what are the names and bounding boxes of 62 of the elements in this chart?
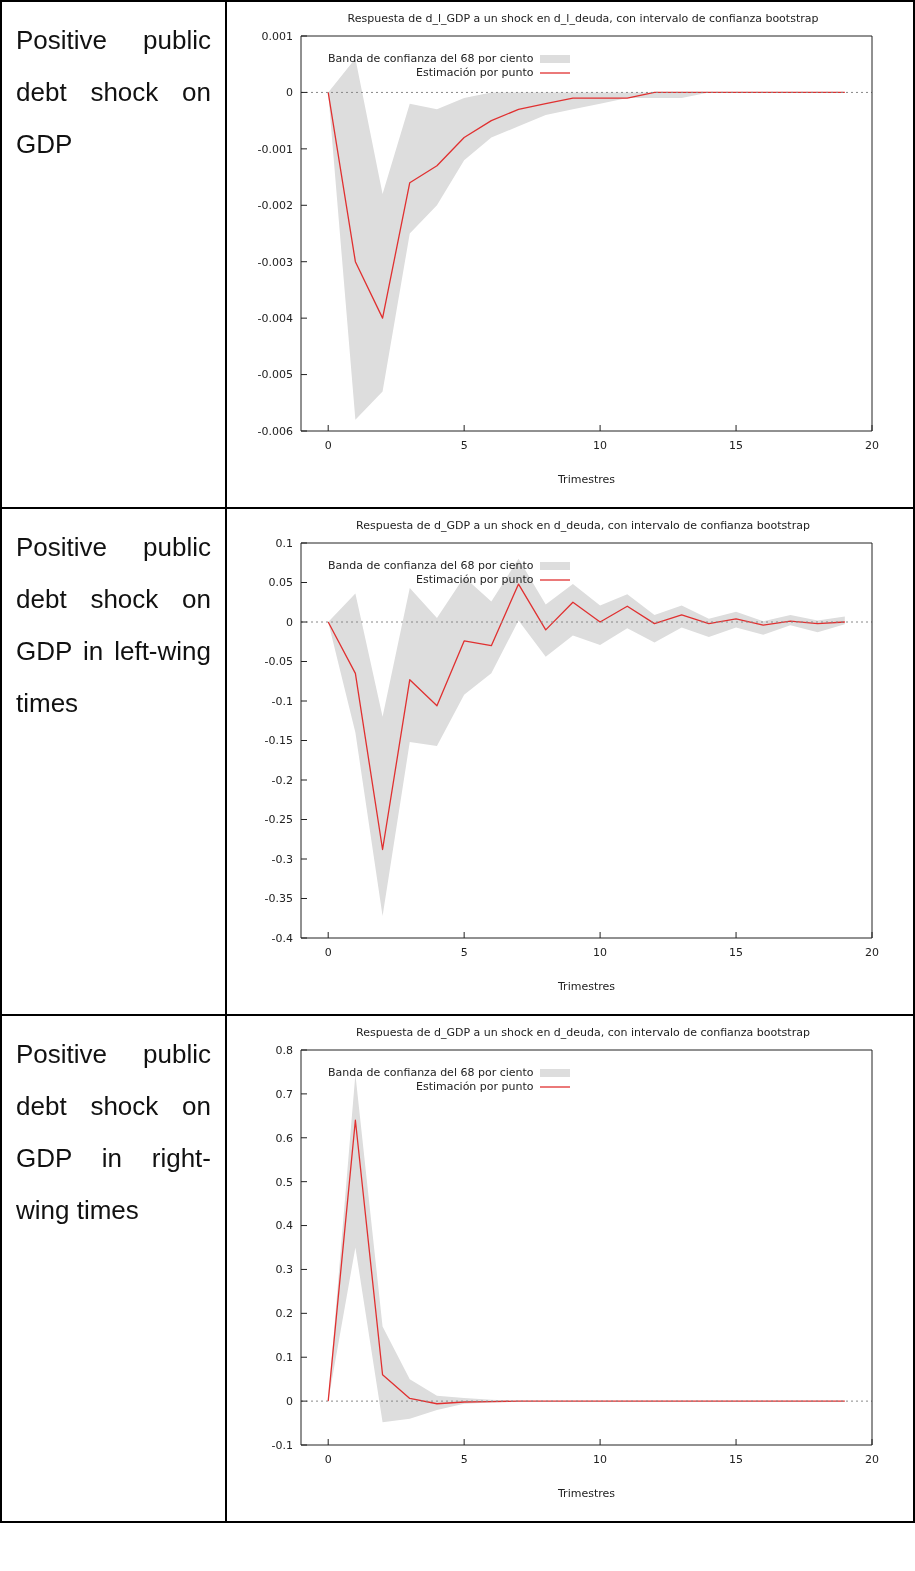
- y-tick-label: -0.1: [271, 694, 293, 708]
- x-tick-label: 10: [593, 945, 608, 959]
- y-tick-label: -0.002: [257, 199, 293, 213]
- x-tick-label: 5: [460, 438, 468, 452]
- x-tick-label: 0: [324, 1452, 332, 1466]
- x-tick-label: 15: [729, 438, 744, 452]
- y-tick-label: -0.15: [264, 734, 293, 748]
- x-tick-label: 20: [865, 1452, 879, 1466]
- x-tick-label: 5: [460, 1452, 468, 1466]
- x-tick-label: 10: [593, 438, 608, 452]
- y-tick-label: 0: [286, 615, 293, 629]
- legend-label: Banda de confianza del 68 por ciento: [328, 559, 534, 572]
- y-tick-label: -0.1: [271, 1438, 293, 1452]
- y-tick-label: 0.8: [275, 1043, 293, 1057]
- y-tick-label: -0.3: [271, 852, 293, 866]
- legend-label: Banda de confianza del 68 por ciento: [328, 52, 534, 65]
- x-tick-label: 0: [324, 438, 332, 452]
- x-tick-label: 20: [865, 438, 879, 452]
- x-tick-label: 0: [324, 945, 332, 959]
- y-tick-label: 0.1: [275, 1351, 293, 1365]
- y-tick-label: 0.2: [275, 1307, 293, 1321]
- y-tick-label: 0: [286, 86, 293, 100]
- line-series: [327, 583, 846, 851]
- legend-label: Banda de confianza del 68 por ciento: [328, 1066, 534, 1079]
- x-tick-label: 10: [593, 1452, 608, 1466]
- text: Positive public debt shock on GDP in left-wing times: [16, 531, 211, 720]
- legend-label: Estimación por punto: [415, 66, 534, 79]
- y-tick-label: -0.006: [257, 424, 293, 438]
- y-tick-label: 0.001: [261, 29, 293, 43]
- x-tick-label: 20: [865, 945, 879, 959]
- y-tick-label: 0.05: [268, 576, 293, 590]
- y-tick-label: -0.2: [271, 773, 293, 787]
- chart-title: Respuesta de d_GDP a un shock en d_deuda, con intervalo de confianza bootstrap: [355, 1026, 811, 1039]
- y-tick-label: -0.004: [257, 312, 293, 326]
- legend-label: Estimación por punto: [415, 1080, 534, 1093]
- y-tick-label: -0.003: [257, 255, 293, 269]
- x-tick-label: 15: [729, 945, 744, 959]
- x-tick-label: 15: [729, 1452, 744, 1466]
- legend-label: Estimación por punto: [415, 573, 534, 586]
- line-series: [327, 1119, 846, 1405]
- y-tick-label: -0.35: [264, 892, 293, 906]
- y-tick-label: -0.005: [257, 368, 293, 382]
- x-tick-label: 5: [460, 945, 468, 959]
- x-axis-title: Trimestres: [557, 472, 616, 486]
- y-tick-label: -0.25: [264, 813, 293, 827]
- y-tick-label: -0.05: [264, 655, 293, 669]
- line-series: [327, 91, 846, 319]
- x-axis-title: Trimestres: [557, 1486, 616, 1500]
- text: Positive public debt shock on GDP: [16, 24, 211, 161]
- y-tick-label: -0.4: [271, 931, 293, 945]
- y-tick-label: -0.001: [257, 142, 293, 156]
- text: Positive public debt shock on GDP in right-wing times: [16, 1038, 211, 1227]
- y-tick-label: 0.7: [275, 1087, 293, 1101]
- chart-title: Respuesta de d_l_GDP a un shock en d_l_deuda, con intervalo de confianza bootstrap: [346, 12, 820, 25]
- y-tick-label: 0.5: [275, 1175, 293, 1189]
- y-tick-label: 0: [286, 1395, 293, 1409]
- y-tick-label: 0.3: [275, 1263, 293, 1277]
- x-axis-title: Trimestres: [557, 979, 616, 993]
- chart-title: Respuesta de d_GDP a un shock en d_deuda, con intervalo de confianza bootstrap: [355, 519, 811, 532]
- y-tick-label: 0.1: [275, 536, 293, 550]
- y-tick-label: 0.6: [275, 1131, 293, 1145]
- y-tick-label: 0.4: [275, 1219, 293, 1233]
